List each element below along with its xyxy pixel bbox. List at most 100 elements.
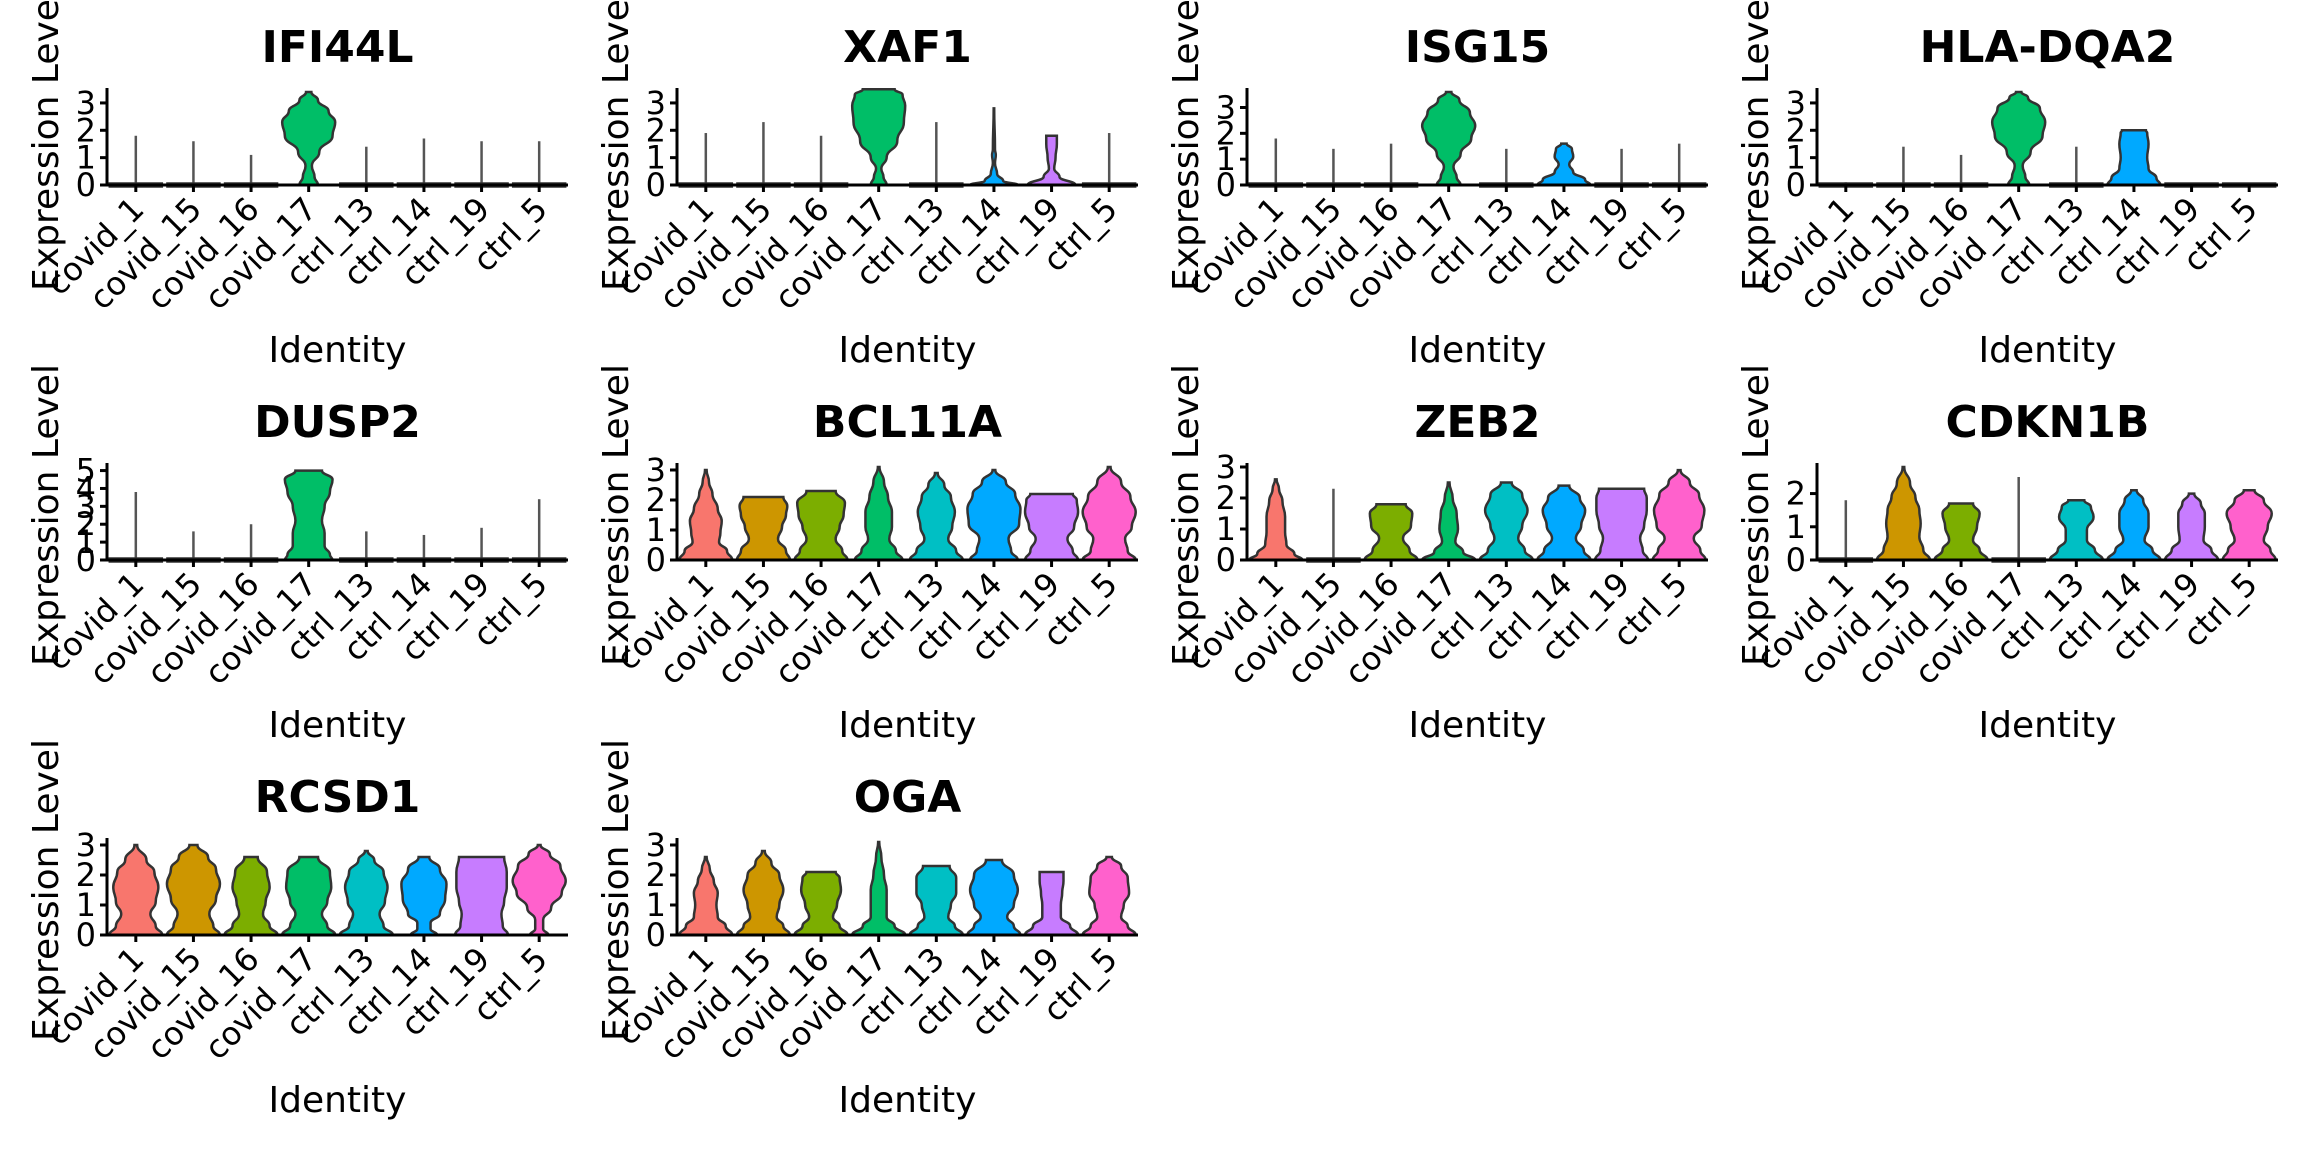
panel-title: ZEB2 (1414, 397, 1540, 448)
y-tick-label: 1 (1786, 508, 1806, 546)
y-tick-label: 1 (76, 523, 96, 561)
y-tick-label: 0 (1216, 166, 1236, 204)
violin-ctrl_14 (2106, 489, 2162, 562)
y-tick-label: 3 (1216, 89, 1236, 127)
y-axis-title: Expression Level (1166, 364, 1207, 666)
y-tick-label: 2 (76, 856, 96, 894)
panel-title: ISG15 (1405, 22, 1550, 73)
violin-covid_17 (1420, 90, 1477, 187)
violin-covid_15 (1875, 465, 1932, 562)
violin-ctrl_5 (1081, 855, 1137, 937)
violin-ctrl_13 (908, 471, 965, 562)
violin-covid_16 (793, 870, 849, 937)
y-tick-label: 1 (646, 511, 666, 549)
violin-covid_17 (283, 469, 334, 562)
violin-ctrl_5 (511, 843, 567, 937)
y-tick-label: 2 (1216, 479, 1236, 517)
violin-ctrl_5 (1081, 465, 1137, 562)
violin-covid_16 (1363, 502, 1419, 562)
y-tick-label: 1 (1216, 510, 1236, 548)
y-tick-label: 1 (646, 886, 666, 924)
panel-title: HLA-DQA2 (1920, 22, 2176, 73)
panel-title: IFI44L (261, 22, 413, 73)
y-axis-title: Expression Level (26, 0, 67, 291)
violin-covid_17 (1990, 90, 2047, 187)
x-axis-title: Identity (839, 705, 977, 746)
y-axis-title: Expression Level (596, 364, 637, 666)
y-tick-label: 0 (76, 916, 96, 954)
violin-ctrl_14 (2106, 129, 2162, 187)
violin-ctrl_14 (1536, 484, 1592, 562)
violin-covid_17 (1420, 481, 1477, 562)
x-axis-title: Identity (269, 1080, 407, 1121)
y-tick-label: 0 (1216, 541, 1236, 579)
violin-covid_1 (1248, 478, 1304, 562)
x-axis-title: Identity (1409, 705, 1547, 746)
violin-ctrl_19 (1593, 487, 1650, 562)
violin-ctrl_14 (966, 858, 1022, 937)
violin-ctrl_14 (1536, 142, 1592, 187)
y-tick-label: 3 (76, 826, 96, 864)
violin-covid_17 (853, 465, 904, 562)
y-tick-label: 3 (1786, 84, 1806, 122)
violin-covid_17 (280, 855, 337, 937)
y-axis-title: Expression Level (1736, 364, 1777, 666)
y-tick-label: 3 (76, 84, 96, 122)
violin-covid_16 (1933, 502, 1989, 562)
x-axis-title: Identity (269, 705, 407, 746)
y-tick-label: 2 (1216, 114, 1236, 152)
violin-covid_16 (223, 855, 279, 937)
y-tick-label: 0 (76, 541, 96, 579)
y-tick-label: 0 (1786, 166, 1806, 204)
violin-covid_17 (850, 88, 907, 187)
violin-ctrl_14 (400, 855, 448, 937)
x-axis-title: Identity (269, 330, 407, 371)
y-tick-label: 2 (1786, 475, 1806, 513)
violin-ctrl_13 (338, 849, 395, 937)
panel-title: DUSP2 (254, 397, 421, 448)
panel-title: RCSD1 (255, 772, 421, 823)
y-tick-label: 3 (1216, 448, 1236, 486)
y-axis-title: Expression Level (596, 0, 637, 291)
y-tick-label: 2 (1786, 111, 1806, 149)
violin-covid_16 (793, 489, 849, 562)
y-tick-label: 3 (646, 84, 666, 122)
violin-ctrl_14 (968, 107, 1020, 187)
violin-ctrl_14 (966, 468, 1022, 562)
y-tick-label: 3 (646, 826, 666, 864)
y-tick-label: 5 (76, 452, 96, 490)
y-tick-label: 2 (646, 111, 666, 149)
y-tick-label: 2 (76, 111, 96, 149)
violin-ctrl_19 (1023, 870, 1080, 937)
x-axis-title: Identity (839, 330, 977, 371)
y-axis-title: Expression Level (596, 739, 637, 1041)
violin-ctrl_13 (1478, 481, 1535, 562)
y-tick-label: 1 (76, 886, 96, 924)
y-tick-label: 0 (646, 541, 666, 579)
violin-ctrl_19 (1026, 134, 1077, 187)
y-tick-label: 2 (646, 856, 666, 894)
violin-ctrl_5 (1651, 468, 1707, 562)
panel-title: CDKN1B (1946, 397, 2150, 448)
y-axis-title: Expression Level (26, 364, 67, 666)
y-tick-label: 1 (1216, 140, 1236, 178)
violin-ctrl_5 (2221, 489, 2277, 562)
y-tick-label: 1 (76, 139, 96, 177)
y-tick-label: 3 (646, 451, 666, 489)
y-tick-label: 4 (76, 469, 96, 507)
violin-ctrl_19 (2163, 492, 2220, 562)
violin-covid_15 (165, 843, 222, 937)
violin-covid_1 (678, 468, 734, 562)
x-axis-title: Identity (839, 1080, 977, 1121)
y-tick-label: 0 (1786, 541, 1806, 579)
